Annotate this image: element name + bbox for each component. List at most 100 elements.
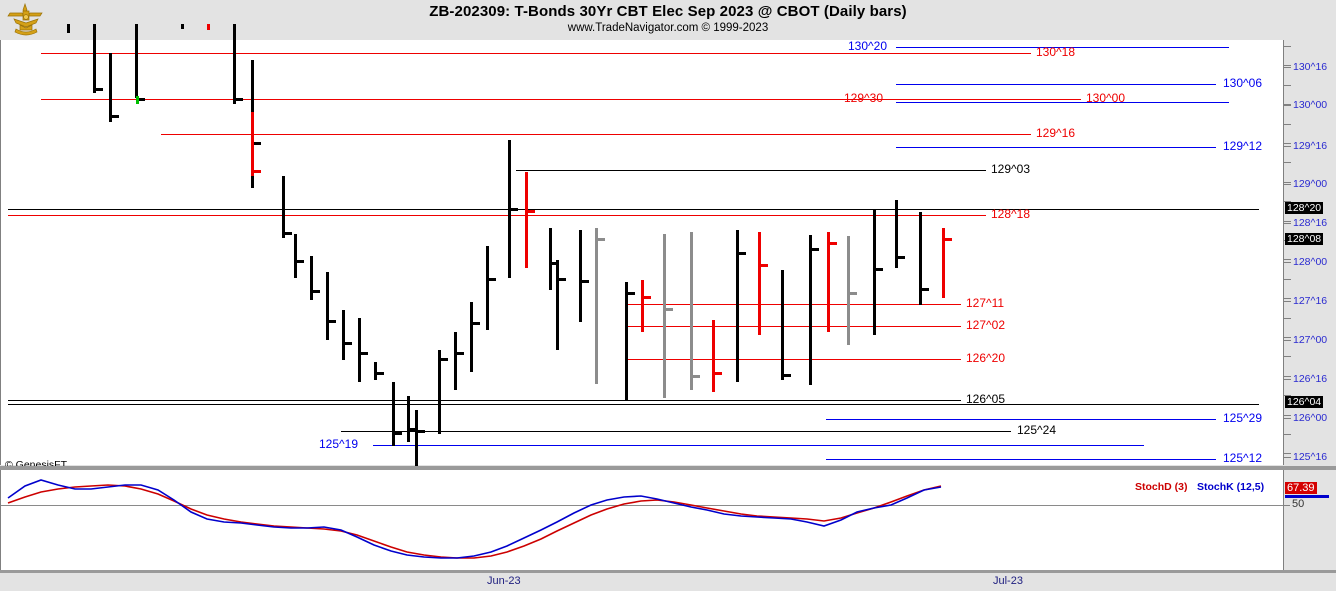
study-line[interactable] [896, 147, 1216, 148]
price-bar-close-tick [418, 430, 425, 433]
study-line[interactable] [373, 445, 1144, 446]
study-line-label: 130^06 [1223, 76, 1262, 90]
study-line[interactable] [826, 459, 1216, 460]
price-axis-label: 125^16 [1293, 451, 1328, 463]
price-bar-close-tick [489, 278, 496, 281]
price-bar [549, 228, 552, 290]
price-bar-close-tick [784, 374, 791, 377]
price-axis-label: 128^00 [1293, 256, 1328, 268]
price-bar [392, 382, 395, 446]
price-bar-close-tick [582, 280, 589, 283]
price-bar-close-tick [559, 278, 566, 281]
price-bar [67, 24, 70, 33]
price-axis-minor-tick [1284, 356, 1291, 357]
stoch-value-underline [1285, 495, 1329, 498]
price-axis[interactable]: 130^16 130^00 129^16 129^00 128^16 128^00 127^… [1283, 40, 1336, 465]
price-axis-minor-tick [1284, 104, 1291, 105]
stoch-axis-label-50: 50 [1292, 498, 1305, 510]
date-axis-label: Jun-23 [487, 575, 521, 587]
study-line[interactable] [516, 170, 986, 171]
study-line-label: 125^12 [1223, 451, 1262, 465]
date-axis[interactable]: Jun-23 Jul-23 [0, 573, 1336, 591]
price-bar-close-tick [329, 320, 336, 323]
price-axis-minor-tick [1284, 65, 1291, 66]
study-line-label: 129^30 [844, 91, 883, 105]
study-line[interactable] [826, 419, 1216, 420]
price-bar [136, 96, 139, 104]
price-bar [454, 332, 457, 390]
price-bar [873, 210, 876, 335]
price-bar [109, 53, 112, 122]
study-line[interactable] [161, 134, 1031, 135]
price-axis-label: 127^16 [1293, 295, 1328, 307]
price-axis-label: 129^00 [1293, 178, 1328, 190]
study-line-label: 130^20 [848, 39, 887, 53]
price-axis-tick [1284, 184, 1291, 185]
study-line-label: 125^19 [319, 437, 358, 451]
study-line[interactable] [8, 404, 1259, 405]
price-bar [438, 350, 441, 434]
study-line[interactable] [896, 102, 1229, 103]
price-chart-pane[interactable]: 130^20 130^18 130^06 129^30 130^00 129^16 129^… [0, 24, 1283, 466]
price-bar-close-tick [693, 375, 700, 378]
pane-divider-top [0, 466, 1336, 470]
study-line[interactable] [8, 209, 1259, 210]
price-bar [556, 260, 559, 350]
legend-stochd[interactable]: StochD (3) [1135, 481, 1188, 493]
genesis-theodolite-logo [4, 1, 48, 37]
study-line[interactable] [626, 326, 961, 327]
study-line[interactable] [626, 359, 961, 360]
study-line[interactable] [8, 400, 961, 401]
stoch-gridline-50 [1, 505, 1284, 506]
price-axis-label: 127^00 [1293, 334, 1328, 346]
price-axis-label: 130^00 [1293, 99, 1328, 111]
study-line[interactable] [896, 47, 1229, 48]
price-bar-close-tick [761, 264, 768, 267]
price-axis-tick [1284, 379, 1291, 380]
price-axis-minor-tick [1284, 434, 1291, 435]
price-axis-minor-tick [1284, 221, 1291, 222]
price-axis-highlight-badge: 128^20 [1285, 202, 1324, 214]
chart-subtitle: www.TradeNavigator.com © 1999-2023 [567, 22, 769, 34]
study-line[interactable] [41, 53, 1031, 54]
price-bar-close-tick [236, 98, 243, 101]
study-line[interactable] [41, 99, 1081, 100]
price-axis-minor-tick [1284, 162, 1291, 163]
study-line[interactable] [341, 431, 1011, 432]
legend-stochk[interactable]: StochK (12,5) [1197, 481, 1265, 493]
price-bar-close-tick [441, 358, 448, 361]
price-bar [847, 236, 850, 345]
price-bar-close-tick [395, 432, 402, 435]
price-bar [508, 140, 511, 278]
study-line[interactable] [896, 84, 1216, 85]
price-bar [942, 228, 945, 298]
price-axis-minor-tick [1284, 143, 1291, 144]
price-bar [251, 112, 254, 176]
price-bar [181, 24, 184, 29]
price-axis-tick [1284, 340, 1291, 341]
price-bar [407, 396, 410, 442]
price-bar [781, 270, 784, 380]
price-bar-close-tick [898, 256, 905, 259]
study-line-label: 130^00 [1086, 91, 1125, 105]
price-axis-minor-tick [1284, 395, 1291, 396]
study-line[interactable] [8, 215, 986, 216]
price-bar [712, 320, 715, 392]
price-bar [663, 234, 666, 398]
price-bar [415, 410, 418, 466]
price-bar-close-tick [812, 248, 819, 251]
price-bar-close-tick [138, 98, 145, 101]
study-line-label: 129^03 [991, 162, 1030, 176]
price-bar-close-tick [361, 352, 368, 355]
price-bar [690, 232, 693, 390]
price-bar-close-tick [945, 238, 952, 241]
price-bar [470, 302, 473, 372]
price-axis-label: 126^16 [1293, 373, 1328, 385]
study-line[interactable] [626, 304, 961, 305]
price-bar [233, 24, 236, 104]
price-bar [595, 228, 598, 384]
price-bar [579, 230, 582, 322]
price-bar-close-tick [377, 372, 384, 375]
stochastic-pane[interactable]: StochD (3) StochK (12,5) [0, 470, 1284, 570]
price-axis-minor-tick [1284, 124, 1291, 125]
